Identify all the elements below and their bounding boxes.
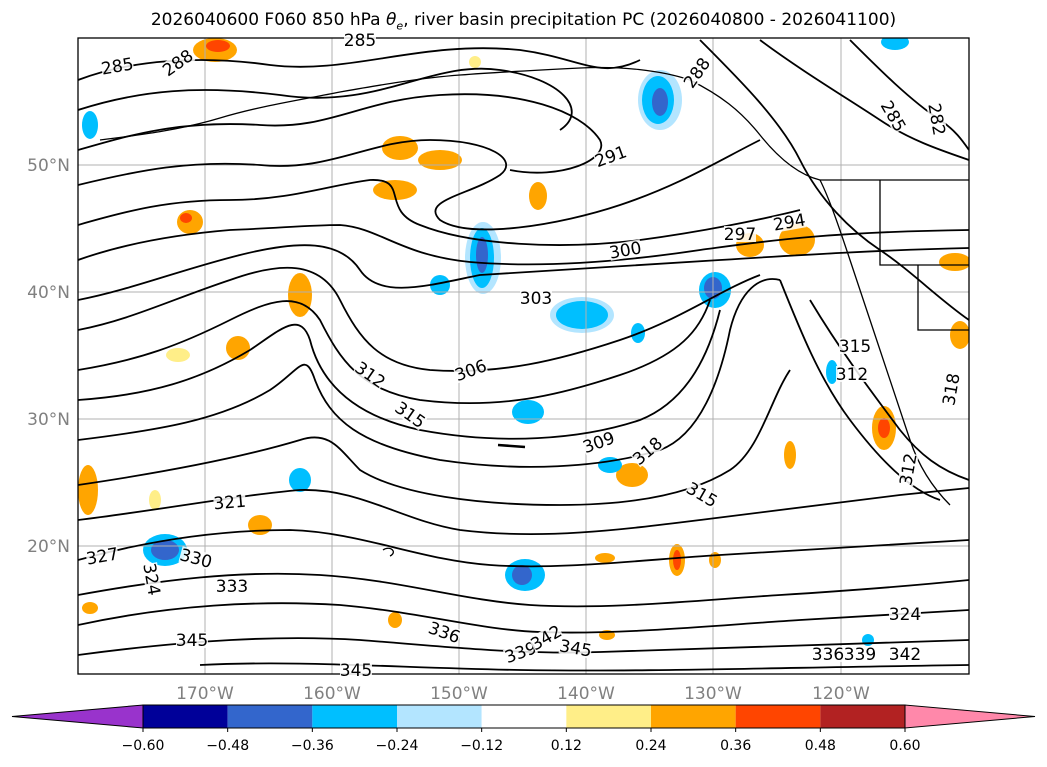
- longitude-label: 140°W: [557, 684, 615, 704]
- longitude-label: 130°W: [684, 684, 742, 704]
- theta-e-contours: [78, 39, 969, 672]
- longitude-label: 120°W: [812, 684, 870, 704]
- plot-frame: [77, 37, 970, 675]
- latitude-label: 50°N: [27, 156, 70, 176]
- colorbar-tick-label: 0.60: [889, 738, 920, 754]
- contour-label: 339: [844, 645, 876, 665]
- colorbar-tick-label: 0.48: [805, 738, 836, 754]
- colorbar-segment: [143, 705, 228, 728]
- colorbar-tick-label: 0.24: [635, 738, 666, 754]
- colorbar: −0.60 −0.48 −0.36 −0.24 −0.12 0.12 0.24 0.36 0.4…: [11, 704, 1036, 754]
- longitude-labels: 170°W 160°W 150°W 140°W 130°W 120°W: [176, 684, 870, 704]
- contour-label: 315: [839, 337, 871, 357]
- latitude-labels: 50°N 40°N 30°N 20°N: [27, 156, 70, 557]
- contour-label: 336: [812, 645, 844, 665]
- contour-label: 297: [724, 225, 756, 245]
- contour-label: 312: [836, 365, 868, 385]
- colorbar-tick-label: 0.36: [720, 738, 751, 754]
- colorbar-segment: [312, 705, 397, 728]
- colorbar-segment: [820, 705, 905, 728]
- precipitation-shading: [78, 38, 969, 646]
- contour-label: 285: [344, 31, 376, 51]
- map-title: 2026040600 F060 850 hPa θe, river basin …: [150, 10, 897, 33]
- contour-label: 321: [213, 492, 247, 515]
- colorbar-extension-low: [11, 704, 144, 729]
- colorbar-tick-label: 0.12: [551, 738, 582, 754]
- colorbar-segment: [227, 705, 313, 728]
- colorbar-extension-high: [904, 704, 1036, 729]
- longitude-label: 150°W: [430, 684, 488, 704]
- colorbar-segment: [651, 705, 736, 728]
- contour-label: 324: [889, 605, 921, 625]
- latitude-label: 40°N: [27, 283, 70, 303]
- latitude-label: 30°N: [27, 410, 70, 430]
- coastlines: [99, 66, 969, 557]
- contour-label: 345: [340, 661, 372, 681]
- longitude-label: 160°W: [303, 684, 361, 704]
- longitude-label: 170°W: [176, 684, 234, 704]
- colorbar-tick-label: −0.24: [376, 738, 419, 754]
- colorbar-segment: [481, 705, 567, 728]
- colorbar-segment: [735, 705, 821, 728]
- contour-label: 333: [216, 577, 248, 597]
- colorbar-segment: [397, 705, 482, 728]
- colorbar-tick-label: −0.60: [122, 738, 165, 754]
- latitude-label: 20°N: [27, 537, 70, 557]
- contour-label: 303: [520, 289, 552, 309]
- contour-label: 342: [889, 645, 921, 665]
- colorbar-tick-label: −0.48: [206, 738, 249, 754]
- colorbar-segment: [566, 705, 651, 728]
- contour-label: 345: [176, 631, 208, 651]
- colorbar-tick-label: −0.36: [291, 738, 334, 754]
- colorbar-tick-label: −0.12: [460, 738, 503, 754]
